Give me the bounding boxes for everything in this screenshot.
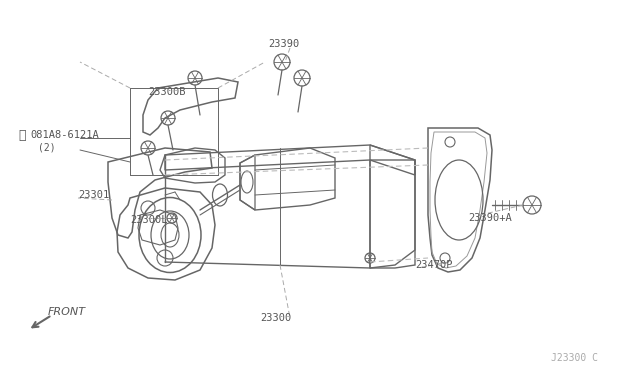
Text: 23300B: 23300B	[148, 87, 186, 97]
Text: 23301: 23301	[78, 190, 109, 200]
Text: (2): (2)	[38, 142, 56, 152]
Text: 23470P: 23470P	[415, 260, 452, 270]
Text: 081A8-6121A: 081A8-6121A	[30, 130, 99, 140]
Text: J23300 C: J23300 C	[551, 353, 598, 363]
Text: FRONT: FRONT	[48, 307, 86, 317]
Text: Ⓑ: Ⓑ	[18, 128, 26, 141]
Text: 23390+A: 23390+A	[468, 213, 512, 223]
Text: 23300L: 23300L	[130, 215, 168, 225]
Text: 23390: 23390	[268, 39, 300, 49]
Text: 23300: 23300	[260, 313, 291, 323]
